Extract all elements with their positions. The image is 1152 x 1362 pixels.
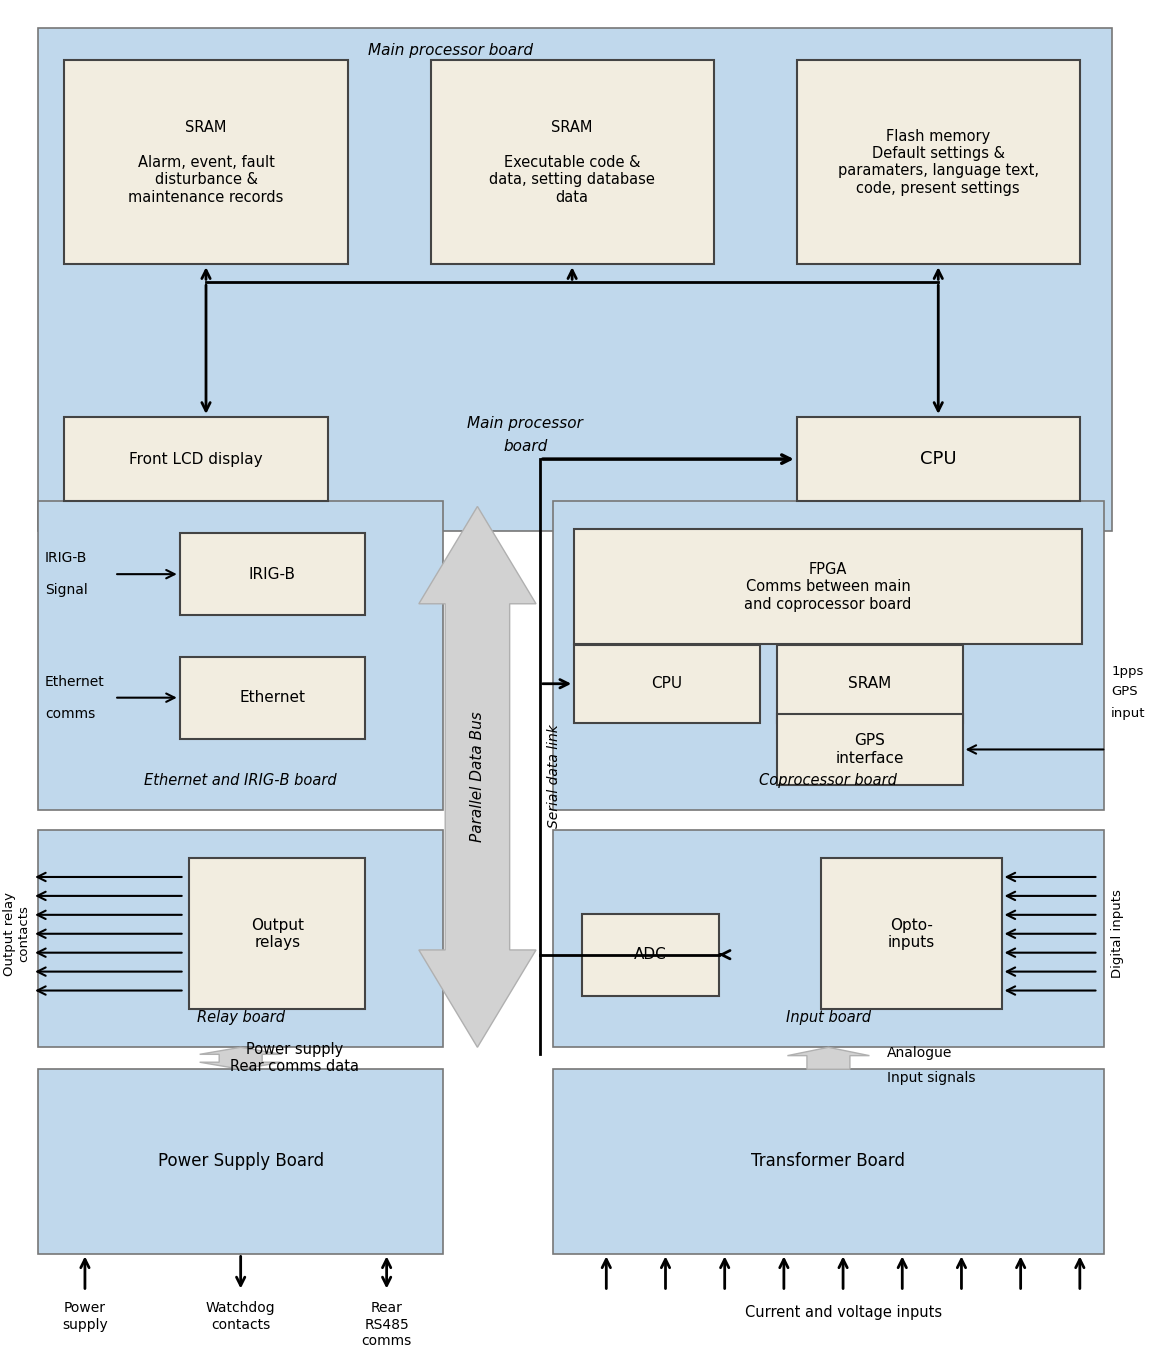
Bar bbox=[38, 501, 444, 810]
Text: ADC: ADC bbox=[634, 947, 667, 962]
Text: Power Supply Board: Power Supply Board bbox=[158, 1152, 324, 1170]
Bar bbox=[582, 914, 719, 996]
Text: Power
supply: Power supply bbox=[62, 1301, 108, 1332]
Bar bbox=[797, 60, 1079, 264]
Text: IRIG-B: IRIG-B bbox=[249, 567, 296, 582]
Text: CPU: CPU bbox=[651, 676, 682, 692]
Text: Rear
RS485
comms: Rear RS485 comms bbox=[362, 1301, 411, 1348]
Text: Output
relays: Output relays bbox=[251, 918, 304, 949]
Text: Main processor board: Main processor board bbox=[367, 44, 532, 59]
Text: Input board: Input board bbox=[786, 1011, 871, 1026]
Text: Ethernet and IRIG-B board: Ethernet and IRIG-B board bbox=[144, 774, 338, 789]
Bar bbox=[553, 1069, 1105, 1253]
Polygon shape bbox=[419, 507, 536, 1047]
Text: Current and voltage inputs: Current and voltage inputs bbox=[744, 1305, 941, 1320]
Bar bbox=[180, 656, 365, 738]
Text: Transformer Board: Transformer Board bbox=[751, 1152, 905, 1170]
Text: Serial data link: Serial data link bbox=[547, 725, 561, 828]
Bar bbox=[431, 60, 714, 264]
Bar bbox=[553, 831, 1105, 1047]
Text: Flash memory
Default settings &
paramaters, language text,
code, present setting: Flash memory Default settings & paramate… bbox=[838, 128, 1039, 196]
Polygon shape bbox=[788, 1047, 870, 1069]
Text: Power supply
Rear comms data: Power supply Rear comms data bbox=[230, 1042, 359, 1075]
Polygon shape bbox=[199, 1047, 282, 1069]
Text: input: input bbox=[1111, 707, 1145, 720]
Text: Analogue: Analogue bbox=[887, 1046, 953, 1060]
Text: Digital inputs: Digital inputs bbox=[1112, 889, 1124, 978]
Text: Ethernet: Ethernet bbox=[240, 691, 305, 706]
Bar bbox=[778, 714, 963, 786]
Text: CPU: CPU bbox=[920, 449, 956, 469]
Text: Front LCD display: Front LCD display bbox=[129, 452, 263, 467]
Text: Main processor: Main processor bbox=[468, 417, 583, 432]
Text: Signal: Signal bbox=[45, 583, 88, 597]
Text: Ethernet: Ethernet bbox=[45, 674, 105, 689]
Text: Relay board: Relay board bbox=[197, 1011, 285, 1026]
Bar bbox=[553, 501, 1105, 810]
Text: SRAM

Executable code &
data, setting database
data: SRAM Executable code & data, setting dat… bbox=[490, 120, 655, 204]
Bar bbox=[574, 530, 1082, 644]
Bar bbox=[65, 417, 328, 501]
Bar bbox=[38, 831, 444, 1047]
Text: IRIG-B: IRIG-B bbox=[45, 552, 88, 565]
Text: 1pps: 1pps bbox=[1111, 665, 1144, 678]
Text: SRAM

Alarm, event, fault
disturbance &
maintenance records: SRAM Alarm, event, fault disturbance & m… bbox=[128, 120, 283, 204]
Text: FPGA
Comms between main
and coprocessor board: FPGA Comms between main and coprocessor … bbox=[744, 561, 911, 612]
Bar bbox=[65, 60, 348, 264]
Bar bbox=[38, 29, 1112, 531]
Bar bbox=[778, 644, 963, 723]
Text: Input signals: Input signals bbox=[887, 1071, 976, 1086]
Text: Opto-
inputs: Opto- inputs bbox=[888, 918, 935, 949]
Text: GPS
interface: GPS interface bbox=[835, 733, 904, 765]
Text: Output relay
contacts: Output relay contacts bbox=[2, 892, 31, 975]
Text: Coprocessor board: Coprocessor board bbox=[759, 774, 897, 789]
Text: board: board bbox=[503, 439, 547, 454]
Bar bbox=[821, 858, 1002, 1009]
Bar bbox=[38, 1069, 444, 1253]
Bar bbox=[574, 644, 759, 723]
Text: comms: comms bbox=[45, 707, 96, 720]
Text: GPS: GPS bbox=[1111, 685, 1138, 699]
Bar bbox=[189, 858, 365, 1009]
Text: SRAM: SRAM bbox=[848, 676, 892, 692]
Bar bbox=[797, 417, 1079, 501]
Text: Parallel Data Bus: Parallel Data Bus bbox=[470, 711, 485, 842]
Bar bbox=[180, 534, 365, 616]
Text: Watchdog
contacts: Watchdog contacts bbox=[206, 1301, 275, 1332]
